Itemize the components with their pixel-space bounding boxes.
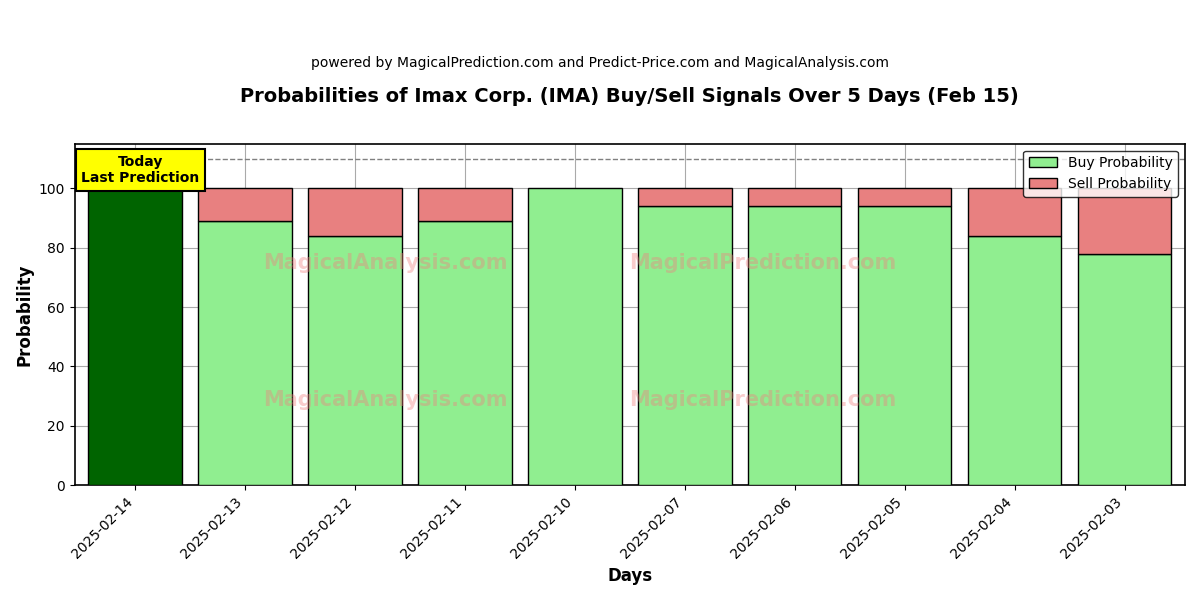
Bar (1078, 254, 1171, 485)
Bar (858, 206, 952, 485)
Title: Probabilities of Imax Corp. (IMA) Buy/Sell Signals Over 5 Days (Feb 15): Probabilities of Imax Corp. (IMA) Buy/Se… (240, 87, 1019, 106)
Legend: Buy Probability, Sell Probability: Buy Probability, Sell Probability (1024, 151, 1178, 197)
Bar (419, 188, 511, 221)
Text: MagicalPrediction.com: MagicalPrediction.com (630, 253, 896, 273)
Text: MagicalPrediction.com: MagicalPrediction.com (630, 390, 896, 410)
Bar (308, 236, 402, 485)
Bar (638, 206, 732, 485)
Text: powered by MagicalPrediction.com and Predict-Price.com and MagicalAnalysis.com: powered by MagicalPrediction.com and Pre… (311, 56, 889, 70)
Text: MagicalAnalysis.com: MagicalAnalysis.com (263, 390, 508, 410)
Text: Today
Last Prediction: Today Last Prediction (82, 155, 199, 185)
Bar (89, 188, 182, 485)
X-axis label: Days: Days (607, 567, 653, 585)
Bar (748, 188, 841, 206)
Bar (748, 206, 841, 485)
Text: MagicalAnalysis.com: MagicalAnalysis.com (263, 253, 508, 273)
Bar (308, 188, 402, 236)
Y-axis label: Probability: Probability (16, 263, 34, 366)
Bar (528, 188, 622, 485)
Bar (968, 188, 1061, 236)
Bar (198, 221, 292, 485)
Bar (858, 188, 952, 206)
Bar (968, 236, 1061, 485)
Bar (638, 188, 732, 206)
Bar (1078, 188, 1171, 254)
Bar (419, 221, 511, 485)
Bar (198, 188, 292, 221)
